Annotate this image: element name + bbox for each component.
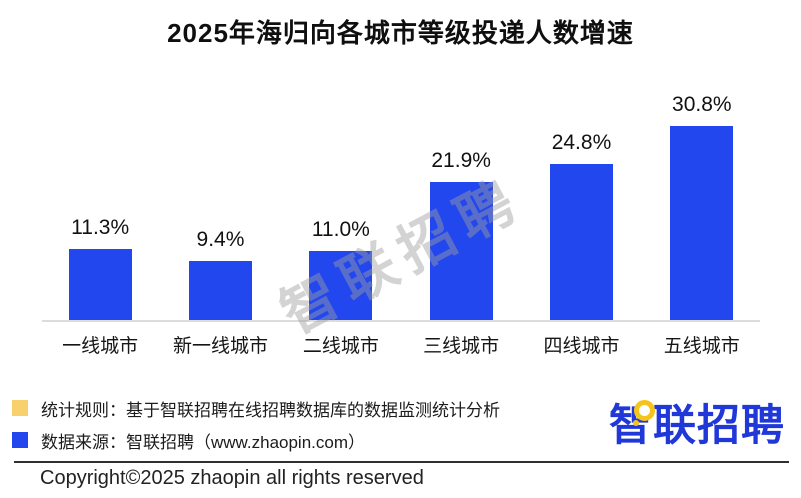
bar-value-label: 9.4% <box>196 228 245 251</box>
x-axis-label-tier1: 一线城市 <box>62 336 139 357</box>
yellow-square-bullet-icon <box>12 400 28 416</box>
x-axis-label-new-tier1: 新一线城市 <box>172 336 268 357</box>
logo-bubble-tail-icon <box>633 420 639 426</box>
chart-title: 2025年海归向各城市等级投递人数增速 <box>167 18 634 48</box>
footer-divider <box>14 461 789 463</box>
bar-group-tier1: 11.3% <box>40 70 160 320</box>
bar-value-label: 11.0% <box>311 218 370 241</box>
x-axis-label-tier3: 三线城市 <box>423 336 500 357</box>
bar-group-tier4: 24.8% <box>521 70 641 320</box>
bar-value-label: 24.8% <box>551 131 612 154</box>
x-axis-labels: 一线城市 新一线城市 二线城市 三线城市 四线城市 五线城市 <box>40 331 762 358</box>
footnotes: 统计规则：基于智联招聘在线招聘数据库的数据监测统计分析 数据来源：智联招聘（ww… <box>12 398 500 462</box>
bar-tier1 <box>68 249 132 320</box>
bar-tier5 <box>670 126 734 320</box>
bar-value-label: 30.8% <box>672 93 732 116</box>
logo-bubble-icon <box>634 400 655 421</box>
blue-square-bullet-icon <box>12 432 28 448</box>
footnote-data-source: 数据来源：智联招聘（www.zhaopin.com） <box>12 430 500 452</box>
bar-group-new-tier1: 9.4% <box>160 70 280 320</box>
bar-group-tier5: 30.8% <box>642 70 762 320</box>
bar-tier2 <box>309 251 373 320</box>
copyright-text: Copyright©2025 zhaopin all rights reserv… <box>40 467 424 489</box>
bar-tier3 <box>429 182 493 320</box>
bar-group-tier3: 21.9% <box>401 70 521 320</box>
bar-new-tier1 <box>188 261 252 320</box>
bar-tier4 <box>549 164 613 320</box>
bar-chart: 11.3% 9.4% 11.0% 21.9% 24.8% 30.8% <box>40 70 762 320</box>
footnote-stat-rule: 统计规则：基于智联招聘在线招聘数据库的数据监测统计分析 <box>12 398 500 420</box>
footnote-text: 数据来源：智联招聘（www.zhaopin.com） <box>41 432 366 452</box>
bar-value-label: 21.9% <box>431 149 491 172</box>
footnote-text: 统计规则：基于智联招聘在线招聘数据库的数据监测统计分析 <box>41 400 500 420</box>
bar-value-label: 11.3% <box>71 216 130 239</box>
x-axis-line <box>42 320 760 322</box>
x-axis-label-tier5: 五线城市 <box>663 336 740 357</box>
bar-group-tier2: 11.0% <box>281 70 401 320</box>
zhaopin-logo: 智联招聘 <box>609 400 785 449</box>
x-axis-label-tier2: 二线城市 <box>302 336 379 357</box>
x-axis-label-tier4: 四线城市 <box>543 336 620 357</box>
